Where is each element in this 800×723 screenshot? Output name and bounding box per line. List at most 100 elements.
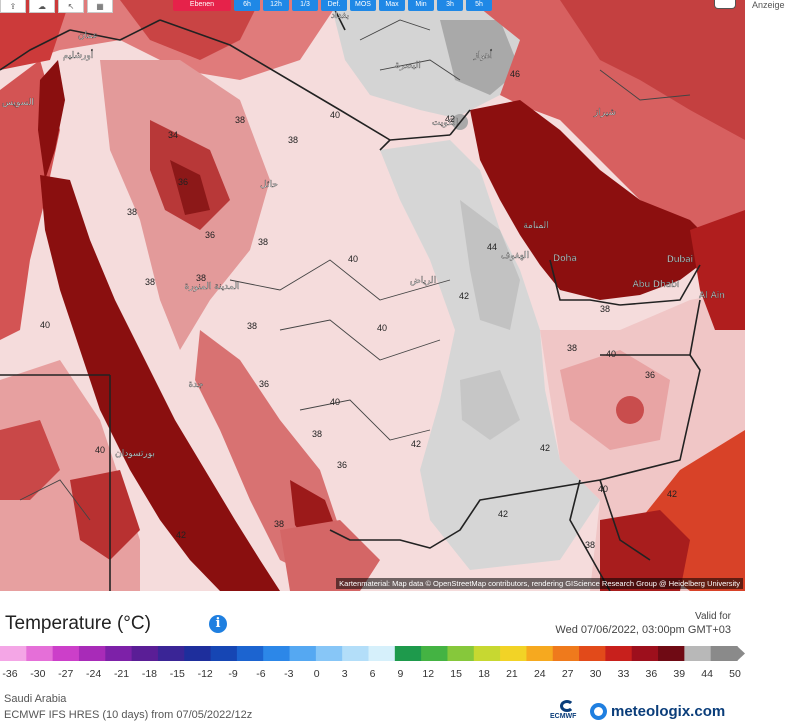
region-name: Saudi Arabia	[4, 693, 67, 705]
temperature-label: 36	[259, 379, 269, 389]
temperature-label: 38	[145, 277, 155, 287]
temperature-label: 38	[274, 519, 284, 529]
colorbar-tick: -27	[58, 668, 74, 680]
temperature-label: 38	[567, 343, 577, 353]
temperature-label: 42	[540, 443, 550, 453]
ad-label: Anzeige	[752, 0, 785, 10]
ecmwf-logo-text: ECMWF	[550, 713, 577, 720]
temperature-label: 38	[127, 207, 137, 217]
map-toolbar: ⇪ ☁ ↖ ▦	[0, 0, 116, 13]
colorbar-segment	[236, 646, 264, 661]
colorbar-segment	[289, 646, 317, 661]
colorbar-end-arrow	[737, 646, 745, 661]
layer-tab[interactable]: Min	[408, 0, 434, 11]
colorbar-tick: 27	[561, 668, 574, 680]
colorbar-segment	[105, 646, 133, 661]
layer-tab[interactable]: 3h	[437, 0, 463, 11]
temperature-map[interactable]: 38 38 40 34 36 36 38 38 40 40 40 38 36 38 36 38 42 42 44 42…	[0, 0, 745, 591]
temperature-label: 36	[205, 230, 215, 240]
map-button[interactable]: ▦	[87, 0, 113, 13]
legend-unit: (°C)	[116, 613, 151, 634]
layer-tab[interactable]: Ebenen	[173, 0, 231, 11]
colorbar-segment	[631, 646, 659, 661]
map-canvas[interactable]: 38 38 40 34 36 36 38 38 40 40 40 38 36 38 36 38 42 42 44 42…	[0, 0, 745, 591]
place-label: Abu Dhabi	[633, 280, 680, 290]
arrow-icon: ↖	[67, 1, 75, 11]
colorbar-tick: -24	[86, 668, 102, 680]
layer-tab[interactable]: 12h	[263, 0, 289, 11]
temperature-label: 36	[645, 370, 655, 380]
colorbar-tick: -9	[228, 668, 238, 680]
place-label: Dubai	[667, 255, 693, 265]
temperature-label: 34	[168, 130, 178, 140]
temperature-label: 38	[600, 304, 610, 314]
colorbar-tick: -30	[30, 668, 46, 680]
temperature-colorbar	[0, 646, 745, 661]
place-labels: عمان أورشليم السويس الكويت المنامة الهفوف Doha…	[2, 11, 725, 459]
colorbar-tick: 15	[450, 668, 462, 680]
place-label: بغداد	[331, 11, 349, 21]
colorbar-segment	[552, 646, 580, 661]
place-label: المنامة	[523, 221, 549, 231]
colorbar-ticks: -36 -30 -27 -24 -21 -18 -15 -12 -9 -6 -3 0 3 6 9 12 15 18…	[0, 668, 760, 682]
valid-for-label: Valid for	[695, 611, 731, 622]
place-label: Doha	[553, 254, 577, 264]
temperature-label: 38	[235, 115, 245, 125]
temperature-label: 40	[377, 323, 387, 333]
colorbar-tick: 30	[589, 668, 602, 680]
share-button[interactable]: ⇪	[0, 0, 26, 13]
colorbar-tick: -15	[169, 668, 185, 680]
layer-tab[interactable]: 5h	[466, 0, 492, 11]
colorbar-tick: 33	[617, 668, 630, 680]
place-label: المدينة المنورة	[185, 282, 240, 292]
temperature-label: 42	[498, 509, 508, 519]
colorbar-segment	[684, 646, 712, 661]
place-label: البصرة	[395, 61, 420, 71]
map-attribution[interactable]: Kartenmaterial: Map data © OpenStreetMap…	[336, 578, 743, 589]
cloud-button[interactable]: ☁	[29, 0, 55, 13]
place-label: Al Ain	[699, 291, 725, 301]
fullscreen-button[interactable]	[714, 0, 736, 9]
valid-time: Wed 07/06/2022, 03:00pm GMT+03	[555, 624, 731, 636]
info-icon[interactable]: i	[209, 615, 227, 633]
colorbar-segment	[157, 646, 185, 661]
colorbar-tick: -6	[256, 668, 266, 680]
place-label: أورشليم	[63, 49, 93, 61]
colorbar-tick: -12	[197, 668, 213, 680]
layer-tab[interactable]: Def.	[321, 0, 347, 11]
temperature-label: 40	[598, 484, 608, 494]
place-label: حائل	[260, 180, 278, 190]
colorbar-segment	[447, 646, 475, 661]
temperature-label: 40	[330, 397, 340, 407]
colorbar-segment	[78, 646, 106, 661]
colorbar-segment	[52, 646, 80, 661]
colorbar-tick: 3	[341, 668, 348, 680]
colorbar-segment	[184, 646, 212, 661]
place-label: عمان	[78, 31, 98, 41]
place-label: بورتسودان	[115, 449, 155, 459]
colorbar-segment	[500, 646, 528, 661]
layer-tab[interactable]: 6h	[234, 0, 260, 11]
meteologix-icon	[590, 702, 607, 720]
layer-tab[interactable]: MOS	[350, 0, 376, 11]
temperature-label: 40	[606, 349, 616, 359]
temperature-label: 42	[667, 489, 677, 499]
colorbar-segment	[368, 646, 396, 661]
colorbar-segment	[421, 646, 449, 661]
layer-tab[interactable]: 1/3	[292, 0, 318, 11]
temperature-label: 42	[176, 530, 186, 540]
colorbar-segment	[0, 646, 27, 661]
temperature-label: 36	[337, 460, 347, 470]
arrow-button[interactable]: ↖	[58, 0, 84, 13]
colorbar-tick: -21	[113, 668, 130, 680]
temperature-label: 40	[40, 320, 50, 330]
colorbar-tick: 9	[397, 668, 404, 680]
place-label: الكويت	[432, 118, 458, 128]
layer-tabs: Ebenen 6h 12h 1/3 Def. MOS Max Min 3h 5h	[173, 0, 495, 11]
place-label: أهواز	[473, 49, 493, 61]
colorbar-tick: -36	[2, 668, 18, 680]
brand-logo[interactable]: ECMWF meteologix.com	[548, 700, 725, 722]
colorbar-segment	[26, 646, 54, 661]
colorbar-tick: 39	[673, 668, 686, 680]
layer-tab[interactable]: Max	[379, 0, 405, 11]
